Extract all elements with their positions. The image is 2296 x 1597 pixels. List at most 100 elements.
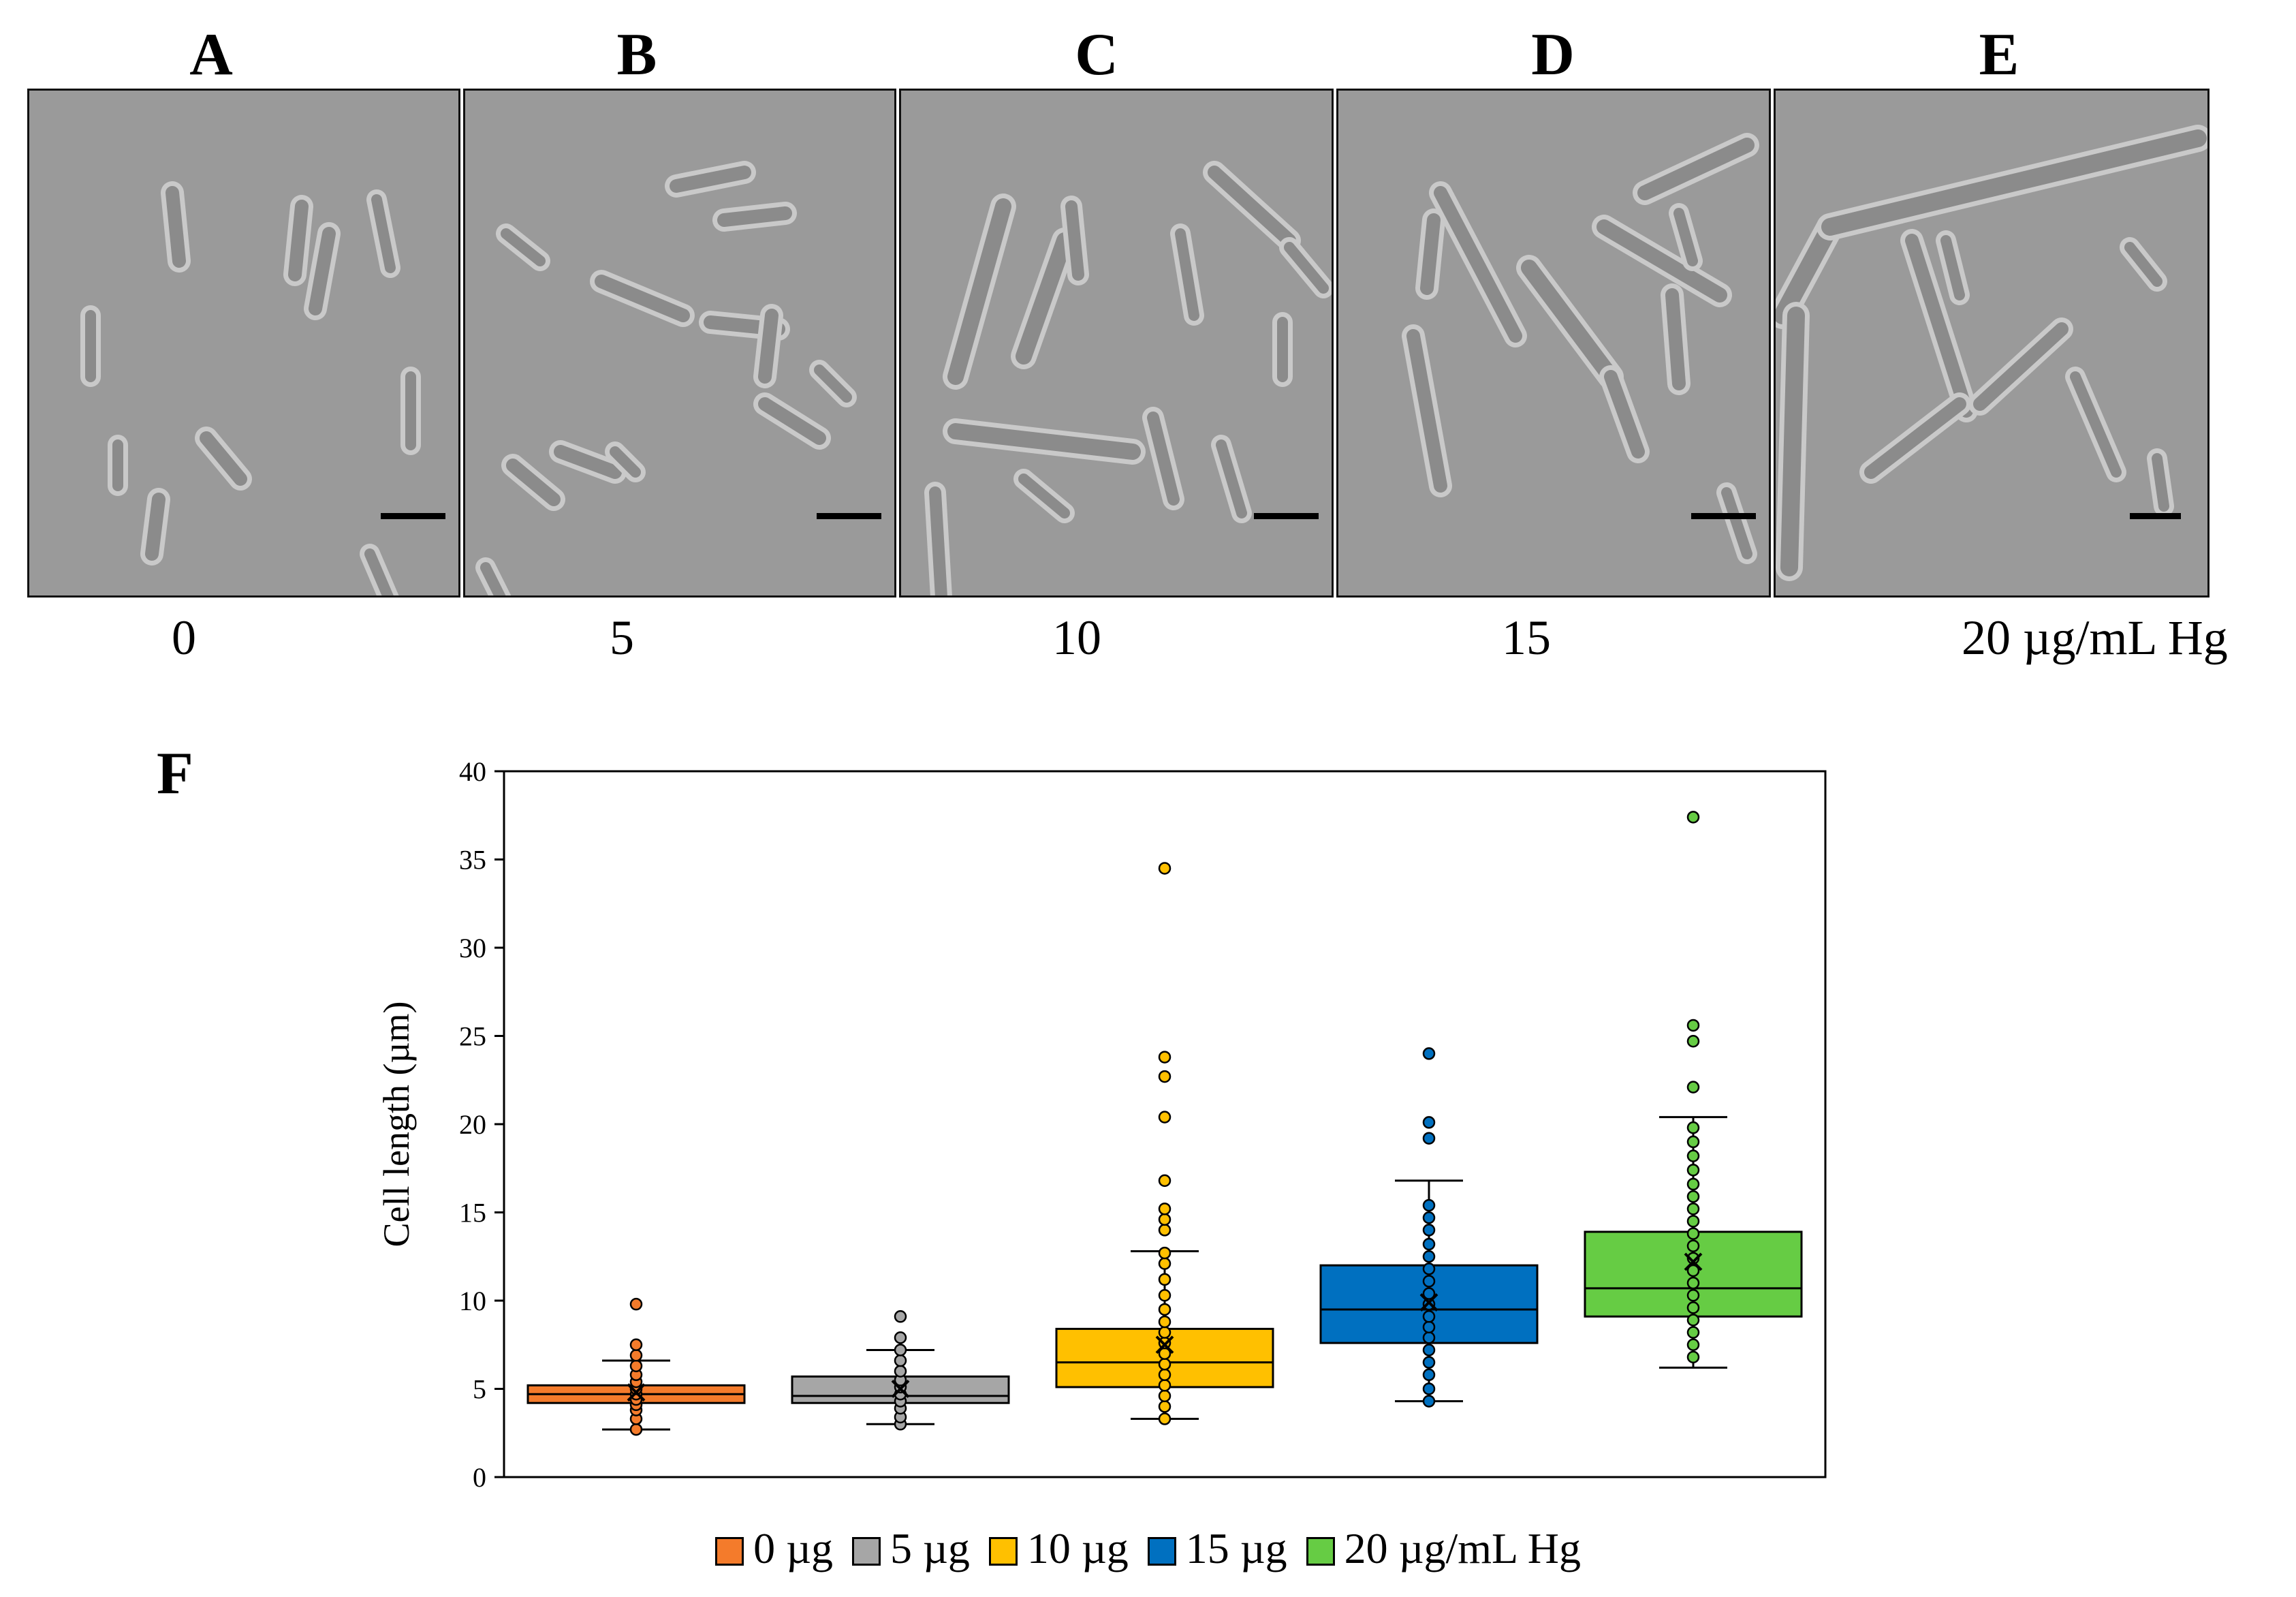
concentration-label-a: 0 xyxy=(172,610,196,665)
micrograph-image xyxy=(475,161,857,595)
y-tick-label: 5 xyxy=(473,1374,486,1405)
legend-swatch xyxy=(988,1537,1018,1566)
panel-letter-d: D xyxy=(1531,22,1575,88)
data-point xyxy=(1158,1368,1171,1382)
mean-marker xyxy=(1684,1252,1703,1271)
data-point xyxy=(1158,1070,1171,1083)
micrograph-panel-c xyxy=(899,89,1334,598)
data-point xyxy=(894,1344,907,1356)
data-point xyxy=(1158,1303,1171,1316)
data-point xyxy=(1686,1301,1700,1314)
data-point xyxy=(629,1297,643,1311)
data-point xyxy=(1158,1288,1171,1302)
mean-marker xyxy=(1155,1335,1174,1354)
data-point xyxy=(1158,1379,1171,1392)
data-point xyxy=(1686,1081,1700,1094)
data-point xyxy=(1158,1111,1171,1123)
legend-swatch xyxy=(1147,1537,1176,1566)
data-point xyxy=(629,1349,643,1362)
scale-bar xyxy=(381,513,445,519)
data-point xyxy=(1158,862,1171,875)
data-point xyxy=(1158,1203,1171,1215)
data-point xyxy=(1686,1264,1700,1277)
panel-letter-b: B xyxy=(616,22,657,88)
legend-item: 15 µg xyxy=(1147,1523,1287,1574)
data-point xyxy=(1158,1326,1171,1339)
data-point xyxy=(1422,1262,1436,1275)
data-point xyxy=(1158,1357,1171,1371)
data-point xyxy=(1158,1246,1171,1260)
data-point xyxy=(1686,1276,1700,1290)
data-point xyxy=(1422,1198,1436,1212)
legend-label: 20 µg/mL Hg xyxy=(1344,1524,1581,1573)
mean-marker xyxy=(891,1380,910,1398)
data-point xyxy=(1686,1035,1700,1048)
legend-swatch xyxy=(851,1537,881,1566)
data-point xyxy=(1422,1250,1436,1263)
micrograph-panel-e xyxy=(1774,89,2209,598)
data-point xyxy=(1422,1275,1436,1288)
data-point xyxy=(1422,1344,1436,1356)
box-plot-chart: 0 5 10 15 20 25 30 35 40 Cell length (µm) xyxy=(376,756,1827,1493)
data-point xyxy=(1422,1368,1436,1382)
y-tick-label: 15 xyxy=(459,1198,486,1228)
data-point xyxy=(1158,1273,1171,1286)
mean-marker xyxy=(627,1383,646,1402)
panel-letter-e: E xyxy=(1979,22,2019,88)
data-point xyxy=(1422,1237,1436,1251)
y-tick-label: 25 xyxy=(459,1021,486,1052)
panel-letter-f: F xyxy=(157,741,193,807)
data-point xyxy=(894,1310,907,1323)
concentration-label-d: 15 xyxy=(1502,610,1551,665)
data-point xyxy=(1686,1203,1700,1215)
micrograph-panel-b xyxy=(463,89,896,598)
data-point xyxy=(1158,1400,1171,1413)
panel-letter-a: A xyxy=(189,22,233,88)
legend-item: 5 µg xyxy=(851,1523,970,1574)
data-point xyxy=(1158,1257,1171,1270)
data-point xyxy=(629,1359,643,1373)
data-point xyxy=(1422,1211,1436,1224)
y-tick-label: 35 xyxy=(459,845,486,875)
data-point xyxy=(1422,1132,1436,1145)
data-point xyxy=(1422,1287,1436,1300)
micrograph-image xyxy=(80,181,421,595)
data-point xyxy=(1422,1382,1436,1395)
y-tick-label: 10 xyxy=(459,1286,486,1316)
data-point xyxy=(1422,1224,1436,1237)
data-point xyxy=(1686,1314,1700,1327)
data-point xyxy=(1422,1047,1436,1060)
legend-label: 15 µg xyxy=(1185,1524,1287,1573)
concentration-label-c: 10 xyxy=(1052,610,1101,665)
data-point xyxy=(1686,1239,1700,1252)
data-point xyxy=(1686,1177,1700,1191)
data-point xyxy=(1158,1213,1171,1226)
data-point xyxy=(1686,1019,1700,1032)
scale-bar xyxy=(817,513,881,519)
data-point xyxy=(1686,1338,1700,1351)
micrograph-image xyxy=(1776,125,2207,581)
data-point xyxy=(1158,1412,1171,1425)
data-point xyxy=(1686,1190,1700,1203)
scale-bar xyxy=(1691,513,1756,519)
micrograph-image xyxy=(1402,133,1759,564)
data-point xyxy=(1686,1215,1700,1228)
legend-swatch xyxy=(1306,1537,1335,1566)
data-point xyxy=(1686,1164,1700,1177)
data-point xyxy=(629,1338,643,1351)
concentration-label-b: 5 xyxy=(610,610,634,665)
data-point xyxy=(894,1365,907,1378)
data-point xyxy=(1422,1310,1436,1323)
data-point xyxy=(1422,1395,1436,1408)
data-point xyxy=(894,1331,907,1344)
micrograph-panel-d xyxy=(1336,89,1771,598)
data-point xyxy=(1158,1051,1171,1064)
legend-swatch xyxy=(715,1537,744,1566)
micrograph-panel-a xyxy=(27,89,460,598)
data-point xyxy=(1686,1227,1700,1240)
data-point xyxy=(1158,1224,1171,1237)
data-point xyxy=(1422,1320,1436,1334)
data-point xyxy=(1686,1135,1700,1149)
y-axis-label: Cell length (µm) xyxy=(376,1001,417,1247)
legend-label: 5 µg xyxy=(890,1524,970,1573)
